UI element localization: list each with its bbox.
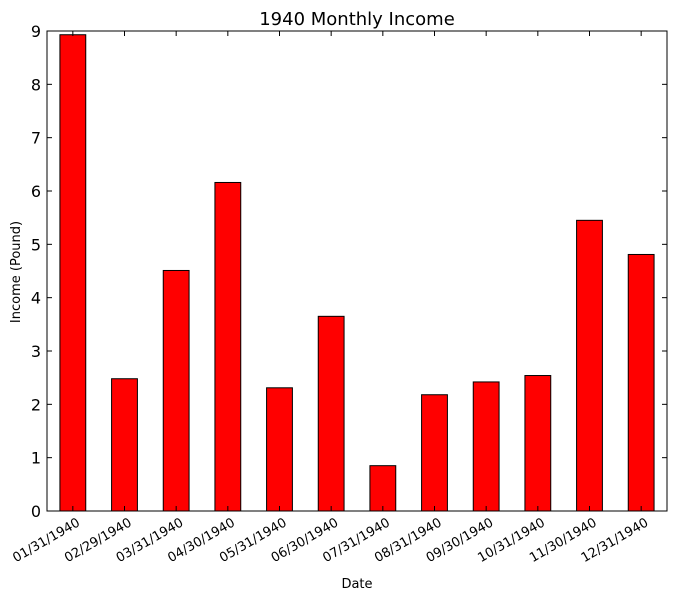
bar-8 <box>421 394 448 512</box>
y-tick-label: 6 <box>31 182 41 201</box>
y-tick-label: 8 <box>31 75 41 94</box>
y-tick-label: 7 <box>31 129 41 148</box>
bar-3 <box>162 269 190 512</box>
bar-2 <box>111 378 138 512</box>
y-tick-label: 4 <box>31 289 41 308</box>
y-tick-label: 5 <box>31 235 41 254</box>
bar-6 <box>317 315 345 512</box>
bar-1 <box>59 34 87 512</box>
y-tick-label: 9 <box>31 22 41 41</box>
bar-10 <box>524 375 552 512</box>
bar-9 <box>472 381 500 512</box>
bar-7 <box>369 465 397 512</box>
plot-frame <box>46 30 668 512</box>
bar-11 <box>576 219 603 512</box>
y-tick-label: 0 <box>31 502 41 521</box>
bar-4 <box>214 181 242 512</box>
y-tick-label: 1 <box>31 449 41 468</box>
y-axis-label: Income (Pound) <box>9 221 24 323</box>
plot-area: 012345678901/31/194002/29/194003/31/1940… <box>10 22 668 566</box>
x-axis-label: Date <box>341 577 372 592</box>
y-tick-label: 2 <box>31 395 41 414</box>
bar-5 <box>266 387 293 512</box>
y-tick-label: 3 <box>31 342 41 361</box>
chart-title: 1940 Monthly Income <box>259 9 455 30</box>
bar-12 <box>627 253 655 512</box>
